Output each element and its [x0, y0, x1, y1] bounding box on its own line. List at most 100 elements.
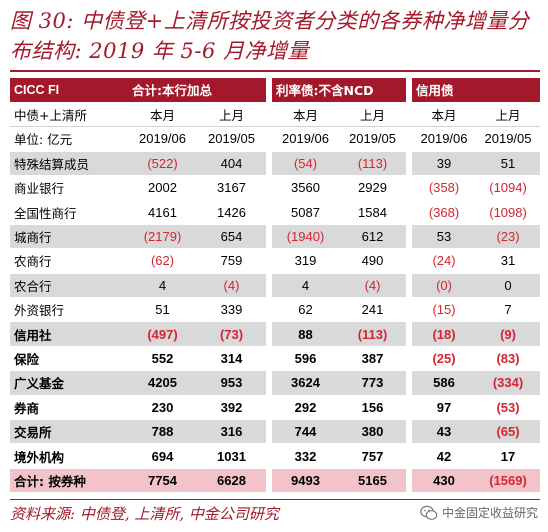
subheader-cell: 本月 — [128, 102, 197, 128]
period-cell: 2019/05 — [339, 126, 407, 152]
value-cell: (54) — [272, 151, 339, 177]
value-cell: 788 — [128, 419, 197, 445]
table-row: 保险 552 314 596 387 (25) (83) — [10, 346, 541, 372]
wechat-icon — [420, 505, 438, 521]
row-label: 券商 — [10, 395, 128, 420]
value-cell: 953 — [197, 370, 266, 396]
value-cell: 53 — [412, 224, 477, 250]
value-cell: 380 — [339, 419, 407, 445]
value-cell: 97 — [412, 395, 477, 420]
value-cell: 694 — [128, 443, 197, 469]
value-cell: 314 — [197, 346, 266, 372]
value-cell: 5165 — [339, 468, 407, 494]
value-cell: (62) — [128, 248, 197, 274]
value-cell: 9493 — [272, 468, 339, 494]
subheader-cell: 上月 — [197, 102, 266, 128]
row-label: 特殊结算成员 — [10, 151, 128, 177]
value-cell: 241 — [339, 297, 407, 323]
table-header-row: CICC FI 合计:本行加总 利率债:不含NCD 信用债 — [10, 78, 541, 103]
value-cell: (113) — [339, 321, 407, 347]
value-cell: 3624 — [272, 370, 339, 396]
subheader-cell: 上月 — [339, 102, 407, 128]
period-cell: 2019/06 — [272, 126, 339, 152]
row-label: 全国性商行 — [10, 199, 128, 225]
value-cell: (23) — [476, 224, 541, 250]
value-cell: 51 — [476, 151, 541, 177]
table-row: 券商 230 392 292 156 97 (53) — [10, 395, 541, 420]
value-cell: (113) — [339, 151, 407, 177]
value-cell: 319 — [272, 248, 339, 274]
group-header-rates: 利率债:不含NCD — [272, 78, 407, 103]
group-header-total: 合计:本行加总 — [128, 78, 266, 103]
value-cell: 757 — [339, 443, 407, 469]
row-label: 农商行 — [10, 248, 128, 274]
row-label: 外资银行 — [10, 297, 128, 323]
value-cell: (18) — [412, 321, 477, 347]
row-label: 城商行 — [10, 224, 128, 250]
table-row: 境外机构 694 1031 332 757 42 17 — [10, 443, 541, 469]
table-row: 全国性商行 4161 1426 5087 1584 (368) (1098) — [10, 199, 541, 225]
subheader-cell: 本月 — [272, 102, 339, 128]
table-row: 广义基金 4205 953 3624 773 586 (334) — [10, 370, 541, 396]
value-cell: 773 — [339, 370, 407, 396]
value-cell: (73) — [197, 321, 266, 347]
subheader-label: 中债+上清所 — [10, 102, 128, 128]
table-row: 农合行 4 (4) 4 (4) (0) 0 — [10, 273, 541, 299]
title-divider — [10, 70, 540, 72]
row-label: 合计: 按券种 — [10, 468, 128, 494]
value-cell: (368) — [412, 199, 477, 225]
value-cell: 4 — [272, 273, 339, 299]
value-cell: (25) — [412, 346, 477, 372]
table-row: 城商行 (2179) 654 (1940) 612 53 (23) — [10, 224, 541, 250]
value-cell: 6628 — [197, 468, 266, 494]
value-cell: 42 — [412, 443, 477, 469]
value-cell: 0 — [476, 273, 541, 299]
units-row: 单位: 亿元 2019/06 2019/05 2019/06 2019/05 2… — [10, 126, 541, 152]
allocation-table: CICC FI 合计:本行加总 利率债:不含NCD 信用债 中债+上清所 本月 … — [10, 78, 541, 494]
table-row: 特殊结算成员 (522) 404 (54) (113) 39 51 — [10, 151, 541, 177]
period-cell: 2019/06 — [128, 126, 197, 152]
row-label: 保险 — [10, 346, 128, 372]
value-cell: 230 — [128, 395, 197, 420]
value-cell: (83) — [476, 346, 541, 372]
period-cell: 2019/06 — [412, 126, 477, 152]
row-label: 农合行 — [10, 273, 128, 299]
value-cell: (4) — [197, 273, 266, 299]
value-cell: (9) — [476, 321, 541, 347]
period-cell: 2019/05 — [476, 126, 541, 152]
value-cell: 292 — [272, 395, 339, 420]
table-row: 外资银行 51 339 62 241 (15) 7 — [10, 297, 541, 323]
subheader-row: 中债+上清所 本月 上月 本月 上月 本月 上月 — [10, 102, 541, 128]
group-header-credit: 信用债 — [412, 78, 541, 103]
value-cell: 316 — [197, 419, 266, 445]
row-label: 广义基金 — [10, 370, 128, 396]
value-cell: 404 — [197, 151, 266, 177]
row-label: 商业银行 — [10, 175, 128, 201]
value-cell: 7754 — [128, 468, 197, 494]
value-cell: 1426 — [197, 199, 266, 225]
value-cell: 552 — [128, 346, 197, 372]
value-cell: 1031 — [197, 443, 266, 469]
footer-divider — [10, 499, 540, 500]
watermark-text: 中金固定收益研究 — [441, 506, 538, 520]
table-row: 农商行 (62) 759 319 490 (24) 31 — [10, 248, 541, 274]
source-note: 资料来源: 中债登, 上清所, 中金公司研究 — [10, 505, 279, 523]
value-cell: 2002 — [128, 175, 197, 201]
value-cell: 4161 — [128, 199, 197, 225]
value-cell: 156 — [339, 395, 407, 420]
value-cell: 430 — [412, 468, 477, 494]
value-cell: 31 — [476, 248, 541, 274]
value-cell: (65) — [476, 419, 541, 445]
value-cell: 4205 — [128, 370, 197, 396]
value-cell: (1094) — [476, 175, 541, 201]
value-cell: 88 — [272, 321, 339, 347]
figure-title: 图 30: 中债登+上清所按投资者分类的各券种净增量分布结构: 2019 年 5… — [10, 9, 530, 63]
value-cell: 7 — [476, 297, 541, 323]
value-cell: (0) — [412, 273, 477, 299]
value-cell: (53) — [476, 395, 541, 420]
value-cell: (497) — [128, 321, 197, 347]
row-label: 交易所 — [10, 419, 128, 445]
value-cell: (1098) — [476, 199, 541, 225]
table-row: 信用社 (497) (73) 88 (113) (18) (9) — [10, 321, 541, 347]
brand-label: CICC FI — [10, 78, 128, 103]
